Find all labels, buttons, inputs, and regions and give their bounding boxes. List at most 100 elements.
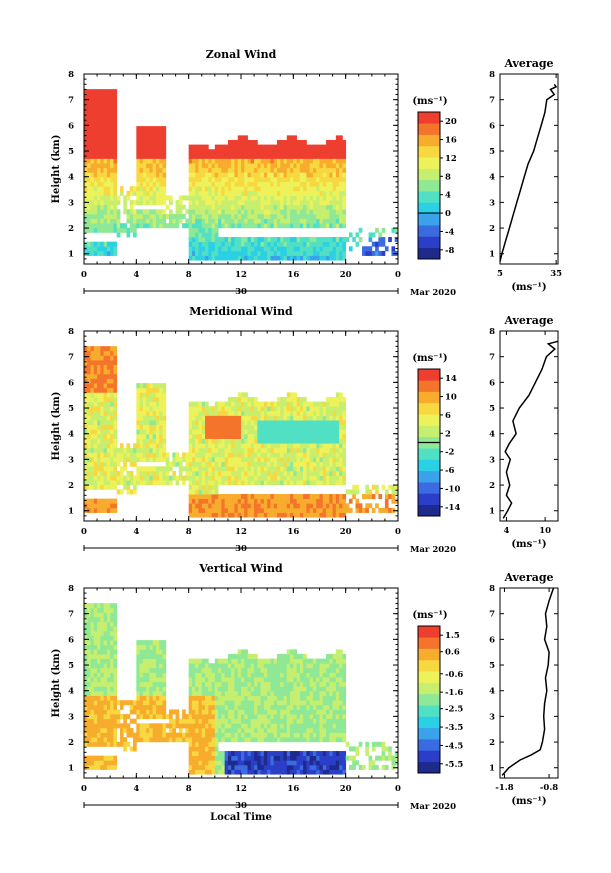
x-tick-label: 8	[186, 527, 192, 537]
heatmap-cell	[257, 250, 262, 256]
heatmap-cell	[299, 396, 304, 403]
heatmap-cell	[155, 429, 160, 435]
heatmap-cell	[306, 438, 311, 444]
heatmap-cell	[142, 644, 147, 650]
heatmap-cell	[139, 457, 144, 463]
heatmap-cell	[257, 461, 262, 467]
heatmap-cell	[113, 630, 118, 636]
heatmap-cell	[97, 667, 101, 673]
heatmap-cell	[342, 218, 347, 224]
heatmap-cell	[329, 167, 333, 173]
heatmap-cell	[221, 250, 226, 256]
heatmap-cell	[142, 737, 147, 743]
heatmap-cell	[260, 213, 265, 219]
heatmap-cell	[103, 653, 108, 660]
heatmap-cell	[214, 769, 219, 775]
heatmap-cell	[254, 503, 258, 509]
heatmap-cell	[208, 494, 212, 500]
heatmap-cell	[155, 653, 160, 660]
heatmap-cell	[250, 475, 255, 481]
heatmap-cell	[87, 346, 91, 352]
heatmap-cell	[237, 195, 242, 201]
heatmap-cell	[368, 246, 373, 252]
heatmap-cell	[218, 186, 222, 192]
heatmap-cell	[231, 494, 235, 500]
heatmap-cell	[113, 181, 118, 187]
heatmap-cell	[335, 223, 340, 229]
heatmap-cell	[316, 447, 320, 453]
heatmap-cell	[149, 667, 154, 673]
heatmap-cell	[254, 480, 258, 486]
heatmap-cell	[211, 195, 216, 201]
heatmap-cell	[241, 415, 245, 421]
y-tick-label: 3	[68, 455, 74, 465]
heatmap-cell	[146, 135, 150, 141]
heatmap-cell	[208, 718, 212, 724]
heatmap-cell	[329, 223, 333, 229]
heatmap-cell	[322, 466, 327, 472]
heatmap-cell	[254, 153, 258, 159]
heatmap-cell	[97, 690, 101, 696]
heatmap-cell	[257, 186, 262, 192]
heatmap-cell	[136, 714, 141, 720]
heatmap-cell	[191, 494, 196, 500]
heatmap-cell	[113, 241, 118, 247]
heatmap-cell	[97, 438, 101, 444]
heatmap-cell	[273, 429, 278, 435]
heatmap-cell	[208, 480, 212, 486]
heatmap-cell	[234, 480, 239, 486]
heatmap-cell	[106, 640, 111, 646]
heatmap-cell	[97, 135, 101, 141]
heatmap-cell	[152, 663, 157, 669]
heatmap-cell	[260, 167, 265, 173]
heatmap-cell	[365, 507, 369, 513]
heatmap-cell	[188, 686, 193, 692]
heatmap-cell	[90, 373, 95, 379]
heatmap-cell	[152, 644, 157, 650]
heatmap-cell	[90, 364, 95, 370]
heatmap-cell	[93, 420, 98, 426]
heatmap-cell	[198, 415, 203, 421]
heatmap-cell	[224, 158, 229, 164]
heatmap-cell	[90, 626, 95, 632]
heatmap-cell	[231, 424, 235, 430]
heatmap-cell	[182, 714, 186, 720]
heatmap-cell	[214, 672, 219, 678]
heatmap-cell	[100, 227, 105, 233]
heatmap-cell	[188, 255, 193, 261]
heatmap-cell	[267, 406, 271, 412]
heatmap-cell	[299, 438, 304, 444]
heatmap-cell	[201, 677, 206, 683]
heatmap-cell	[139, 415, 144, 421]
heatmap-cell	[87, 667, 91, 673]
heatmap-cell	[211, 181, 216, 187]
heatmap-cell	[276, 158, 281, 164]
heatmap-cell	[247, 181, 252, 187]
heatmap-cell	[93, 718, 98, 724]
heatmap-cell	[224, 494, 229, 500]
heatmap-cell	[90, 369, 95, 375]
heatmap-cell	[149, 695, 154, 701]
heatmap-cell	[332, 176, 337, 182]
heatmap-cell	[362, 507, 366, 513]
heatmap-cell	[326, 452, 330, 458]
colorbar-segment	[418, 247, 440, 260]
heatmap-cell	[257, 209, 262, 215]
heatmap-cell	[146, 653, 150, 660]
heatmap-cell	[250, 457, 255, 463]
heatmap-cell	[254, 218, 258, 224]
heatmap-cell	[306, 420, 311, 426]
heatmap-cell	[218, 475, 222, 481]
heatmap-cell	[231, 149, 235, 155]
heatmap-cell	[237, 135, 242, 141]
heatmap-cell	[93, 163, 98, 169]
heatmap-cell	[312, 209, 317, 215]
heatmap-cell	[231, 255, 235, 261]
heatmap-cell	[188, 741, 193, 747]
heatmap-cell	[113, 714, 118, 720]
heatmap-cell	[312, 429, 317, 435]
colorbar-segment	[418, 459, 440, 472]
heatmap-cell	[152, 452, 157, 458]
heatmap-cell	[90, 360, 95, 366]
heatmap-cell	[93, 373, 98, 379]
